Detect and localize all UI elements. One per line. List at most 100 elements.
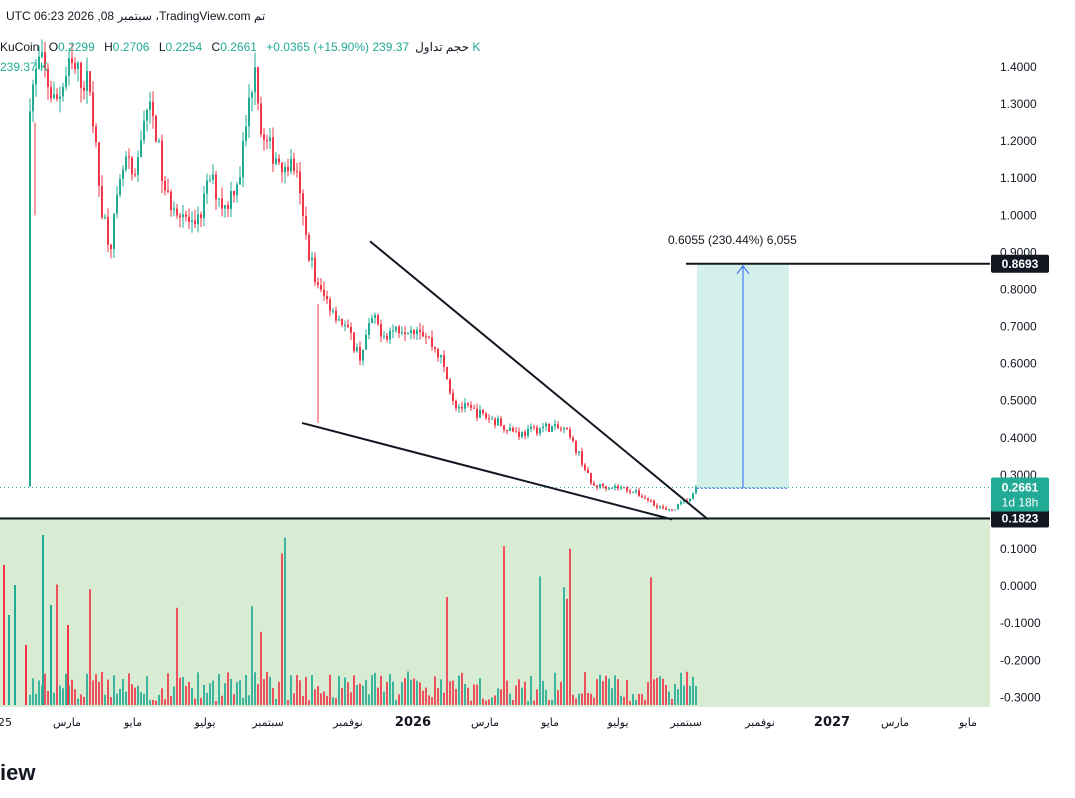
volume-bar [263,679,265,705]
volume-bar [167,673,169,705]
candle-body [308,234,310,261]
candle-body [461,406,463,409]
volume-bar [182,676,184,705]
candle-body [122,169,124,180]
candle-body [386,335,388,340]
candle-body [239,177,241,185]
volume-bar [455,688,457,705]
candle-body [182,214,184,218]
candle-body [35,68,37,85]
candle-body [515,431,517,433]
volume-bar [443,692,445,705]
volume-bar [371,675,373,705]
price-chart[interactable]: 1.40001.30001.20001.10001.00000.90000.80… [0,32,1075,742]
volume-bar [446,597,448,705]
candle-body [284,166,286,173]
candle-body [467,403,469,406]
volume-bar [74,689,76,705]
volume-bar [290,675,292,705]
candle-body [395,326,397,331]
candle-body [53,94,55,99]
volume-bar [59,685,61,705]
candle-body [569,429,571,438]
volume-bar [92,680,94,705]
volume-bar [56,584,58,705]
volume-bar [35,693,37,705]
volume-bar [44,673,46,705]
candle-body [551,426,553,432]
volume-bar [479,678,481,705]
candle-body [110,244,112,250]
candle-body [431,337,433,347]
volume-bar [368,694,370,705]
volume-bar [428,695,430,705]
candle-body [470,405,472,408]
candle-body [509,427,511,431]
volume-bar [656,677,658,705]
volume-bar [533,700,535,705]
candle-body [434,346,436,349]
candle-body [476,408,478,418]
volume-bar [509,693,511,705]
candle-body [590,473,592,484]
volume-bar [233,694,235,705]
x-tick-label: سبتمبر [251,716,284,729]
volume-bar [668,691,670,705]
volume-bar [305,677,307,705]
candle-body [542,426,544,429]
y-tick-label: 1.1000 [1000,171,1037,185]
candle-body [338,319,340,321]
volume-bar [104,694,106,705]
volume-bar [518,679,520,705]
x-tick-label: مارس [53,716,81,729]
candle-body [323,289,325,296]
candle-body [191,220,193,223]
volume-bar [65,673,67,705]
volume-bar [614,675,616,705]
candle-body [95,126,97,143]
volume-bar [131,684,133,705]
volume-bar [299,680,301,705]
x-tick-label: سبتمبر [669,716,702,729]
volume-bar [395,700,397,705]
candle-body [224,205,226,209]
candle-body [563,428,565,430]
candle-body [440,354,442,358]
volume-bar [542,680,544,705]
candle-body [626,487,628,491]
volume-bar [80,694,82,705]
volume-bar [317,686,319,705]
candle-body [200,214,202,219]
volume-bar [419,682,421,705]
candle-body [446,366,448,380]
volume-bar [539,576,541,705]
high-value: 0.2706 [112,40,150,54]
candle-body [269,137,271,142]
volume-bar [440,679,442,705]
volume-bar [647,682,649,705]
measure-projection[interactable]: 0.6055 (230.44%) 6,055 [668,233,797,489]
candle-body [491,418,493,420]
candle-body [518,431,520,437]
candle-body [170,191,172,210]
volume-bar [581,693,583,705]
candle-body [158,140,160,142]
x-tick-label: مايو [540,716,559,729]
x-tick-label: يوليو [193,716,215,729]
volume-bar [563,587,565,705]
y-tick-label: 0.4000 [1000,431,1037,445]
volume-bar [221,695,223,705]
candle-body [263,134,265,140]
volume-bar [488,699,490,705]
volume-bar [680,672,682,705]
drawn-lines[interactable] [0,240,990,521]
candle-body [362,349,364,361]
candle-body [530,426,532,429]
candle-body [302,193,304,216]
volume-bar [392,681,394,705]
candle-body [86,71,88,91]
candle-body [452,392,454,401]
volume-bar [632,694,634,705]
volume-bar [161,688,163,705]
candle-body [374,315,376,319]
